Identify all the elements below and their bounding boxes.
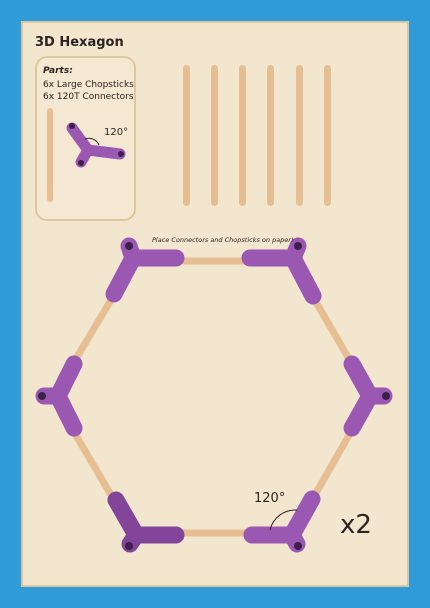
sample-angle-label: 120° bbox=[104, 127, 128, 138]
chopstick-row bbox=[183, 65, 331, 206]
hexagon-edges bbox=[70, 257, 356, 537]
hex-edge-upper-right bbox=[309, 293, 356, 368]
chopstick-2 bbox=[211, 65, 218, 206]
parts-item-chopsticks: 6x Large Chopsticks bbox=[43, 80, 134, 90]
chopstick-1 bbox=[183, 65, 190, 206]
sample-connector-icon bbox=[66, 122, 126, 168]
connector-top-right bbox=[241, 237, 322, 305]
sample-chopstick bbox=[47, 108, 53, 202]
connector-left bbox=[35, 355, 83, 437]
chopstick-5 bbox=[296, 65, 303, 206]
connector-top-left bbox=[105, 237, 185, 303]
connector-right bbox=[343, 355, 393, 437]
connector-bottom-right bbox=[243, 490, 321, 553]
chopstick-6 bbox=[324, 65, 331, 206]
parts-heading: Parts: bbox=[43, 66, 73, 76]
hex-edge-upper-left bbox=[70, 291, 118, 366]
instruction-note: Place Connectors and Chopsticks on paper… bbox=[152, 236, 294, 244]
connector-bottom-left bbox=[107, 491, 185, 553]
quantity-multiplier: x2 bbox=[340, 510, 372, 540]
chopstick-3 bbox=[239, 65, 246, 206]
parts-item-connectors: 6x 120T Connectors bbox=[43, 92, 134, 102]
chopstick-4 bbox=[267, 65, 274, 206]
hex-edge-lower-left bbox=[70, 428, 118, 504]
page-title: 3D Hexagon bbox=[35, 35, 124, 50]
hex-edge-lower-right bbox=[308, 426, 356, 504]
hexagon-angle-label: 120° bbox=[254, 491, 285, 506]
angle-arc bbox=[269, 509, 298, 531]
